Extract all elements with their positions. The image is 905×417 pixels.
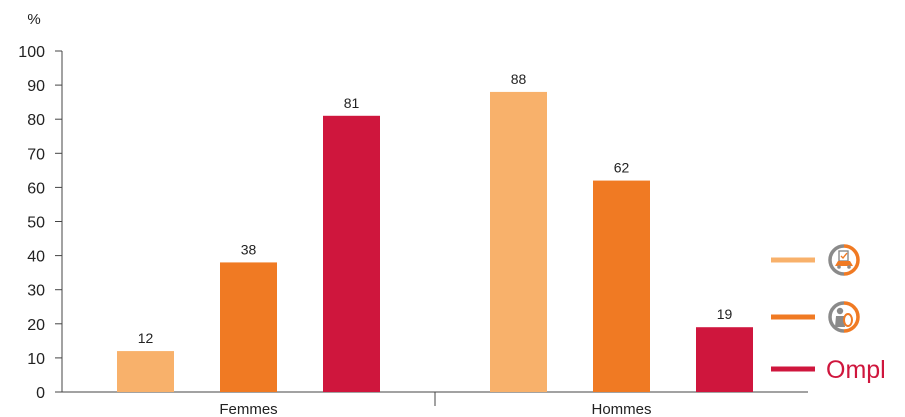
x-axis: Femmes Hommes — [62, 391, 808, 417]
bar-value-label: 19 — [717, 306, 733, 322]
bar-value-label: 38 — [241, 241, 257, 257]
bar-value-label: 12 — [138, 330, 154, 346]
bars: 12 38 81 88 62 19 — [117, 71, 753, 393]
mechanic-wheel-icon — [828, 301, 860, 333]
y-tick-label: 50 — [27, 215, 45, 232]
y-tick-label: 60 — [27, 180, 45, 197]
y-tick-label: 20 — [27, 317, 45, 334]
y-tick-label: 100 — [18, 44, 45, 61]
y-axis: 0 10 20 30 40 50 60 70 80 90 100 — [18, 44, 63, 402]
y-tick-label: 10 — [27, 351, 45, 368]
y-tick-label: 40 — [27, 249, 45, 266]
bar — [593, 180, 650, 392]
y-tick-label: 0 — [36, 385, 45, 402]
bar — [696, 327, 753, 392]
bar-value-label: 81 — [344, 95, 360, 111]
bar — [117, 351, 174, 392]
y-tick-label: 70 — [27, 146, 45, 163]
car-inspection-icon — [828, 244, 860, 276]
bar-value-label: 62 — [614, 160, 630, 176]
bar-value-label: 88 — [511, 71, 527, 87]
bar — [490, 91, 547, 393]
x-tick-label: Femmes — [219, 401, 277, 417]
bar — [323, 115, 380, 392]
legend: Ompl — [771, 244, 886, 384]
x-tick-label: Hommes — [591, 401, 651, 417]
y-tick-label: 90 — [27, 78, 45, 95]
bar — [220, 262, 277, 392]
legend-series-name: Ompl — [826, 356, 886, 384]
y-tick-label: 80 — [27, 112, 45, 129]
y-unit-label: % — [27, 11, 40, 28]
y-tick-label: 30 — [27, 283, 45, 300]
